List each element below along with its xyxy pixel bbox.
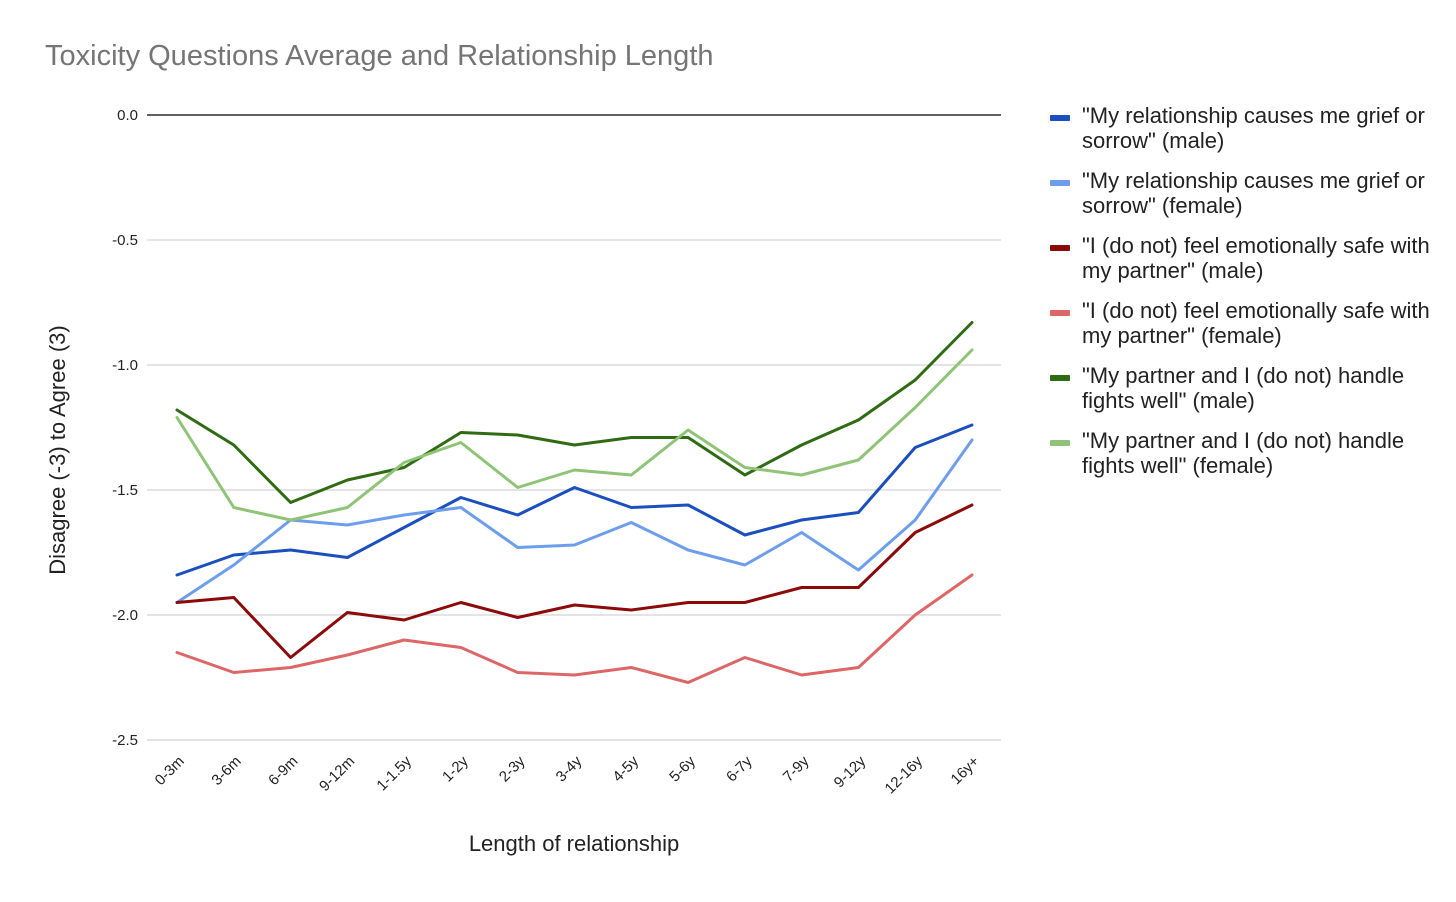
- x-tick-label: 3-6m: [208, 753, 244, 789]
- x-tick-label: 5-6y: [666, 752, 699, 785]
- legend-item: "My relationship causes me grief or sorr…: [1050, 168, 1450, 233]
- legend-swatch: [1050, 115, 1070, 121]
- x-tick-label: 9-12y: [831, 752, 870, 791]
- legend-label: "I (do not) feel emotionally safe with m…: [1082, 233, 1430, 283]
- x-tick-label: 1-2y: [439, 752, 472, 785]
- y-axis-label: Disagree (-3) to Agree (3): [45, 325, 70, 574]
- series-line: [175, 573, 974, 684]
- x-tick-label: 1-1.5y: [373, 752, 415, 794]
- legend-label: "I (do not) feel emotionally safe with m…: [1082, 298, 1430, 348]
- x-tick-label: 0-3m: [152, 753, 188, 789]
- x-tick-label: 12-16y: [882, 752, 927, 797]
- legend-label: "My partner and I (do not) handle fights…: [1082, 363, 1405, 413]
- legend: "My relationship causes me grief or sorr…: [1050, 103, 1450, 493]
- x-tick-label: 3-4y: [553, 752, 586, 785]
- x-axis-label: Length of relationship: [469, 831, 679, 856]
- y-tick-label: -1.0: [112, 357, 138, 374]
- legend-item: "My relationship causes me grief or sorr…: [1050, 103, 1450, 168]
- legend-swatch: [1050, 375, 1070, 381]
- series-line: [175, 348, 974, 522]
- legend-swatch: [1050, 440, 1070, 446]
- y-tick-label: -2.5: [112, 732, 138, 749]
- y-tick-label: -1.5: [112, 482, 138, 499]
- x-tick-label: 9-12m: [316, 753, 358, 795]
- series-lines: [175, 321, 974, 684]
- legend-swatch: [1050, 245, 1070, 251]
- legend-item: "I (do not) feel emotionally safe with m…: [1050, 298, 1450, 363]
- y-tick-label: -0.5: [112, 232, 138, 249]
- x-tick-labels: 0-3m 3-6m 6-9m 9-12m 1-1.5y 1-2y 2-3y 3-4y 4-5y 5…: [152, 752, 983, 797]
- x-tick-label: 7-9y: [780, 752, 813, 785]
- x-tick-label: 4-5y: [609, 752, 642, 785]
- y-tick-label: -2.0: [112, 607, 138, 624]
- legend-label: "My relationship causes me grief or sorr…: [1082, 168, 1425, 218]
- x-tick-label: 2-3y: [496, 752, 529, 785]
- legend-label: "My relationship causes me grief or sorr…: [1082, 103, 1425, 153]
- series-line: [175, 321, 974, 504]
- gridlines: [147, 114, 1001, 741]
- legend-item: "My partner and I (do not) handle fights…: [1050, 363, 1450, 428]
- chart-title: Toxicity Questions Average and Relations…: [45, 40, 714, 72]
- series-line: [175, 438, 974, 604]
- y-tick-labels: 0.0 -0.5 -1.0 -1.5 -2.0 -2.5: [112, 107, 138, 749]
- y-tick-label: 0.0: [117, 107, 138, 124]
- series-line: [175, 423, 974, 577]
- x-tick-label: 6-9m: [265, 753, 301, 789]
- legend-swatch: [1050, 180, 1070, 186]
- legend-label: "My partner and I (do not) handle fights…: [1082, 428, 1405, 478]
- legend-swatch: [1050, 310, 1070, 316]
- x-tick-label: 16y+: [948, 753, 983, 788]
- x-tick-label: 6-7y: [723, 752, 756, 785]
- series-line: [175, 503, 974, 659]
- legend-item: "My partner and I (do not) handle fights…: [1050, 428, 1450, 493]
- legend-item: "I (do not) feel emotionally safe with m…: [1050, 233, 1450, 298]
